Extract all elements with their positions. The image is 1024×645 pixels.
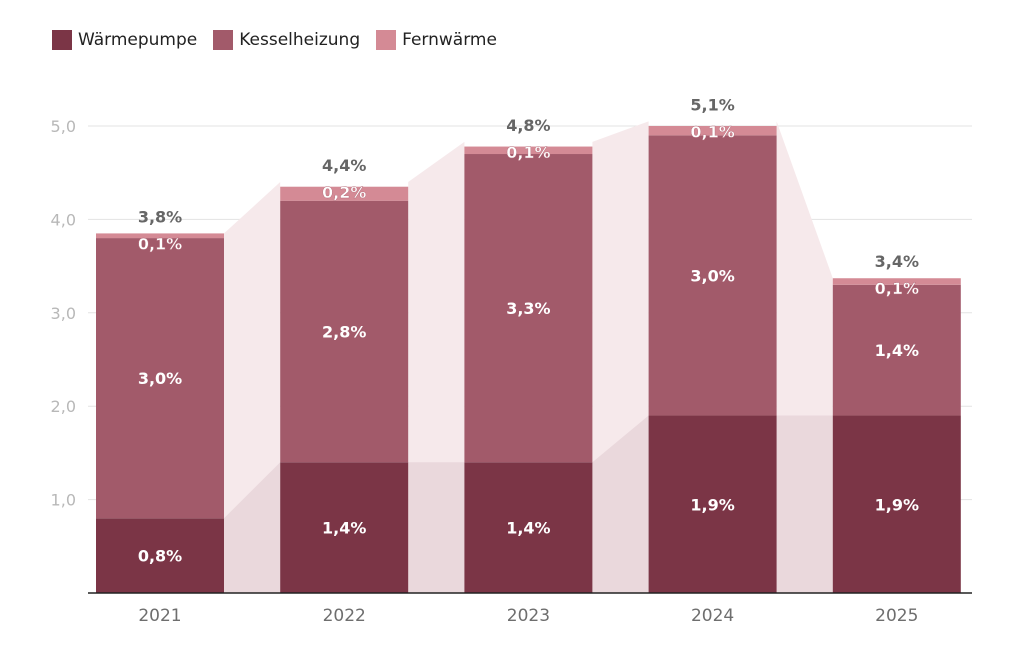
legend-item-waermepumpe: Wärmepumpe — [52, 30, 197, 50]
bar-segment — [96, 233, 224, 239]
y-tick-label: 1,0 — [51, 491, 76, 510]
total-label: 5,1% — [690, 95, 734, 114]
legend-item-kesselheizung: Kesselheizung — [213, 30, 360, 50]
bar-segment — [464, 154, 593, 463]
bar-segment — [280, 186, 409, 201]
x-tick-label: 2022 — [323, 606, 366, 626]
data-label: 0,1% — [138, 234, 182, 253]
bar-segment — [464, 146, 593, 155]
total-label: 3,4% — [875, 252, 919, 271]
y-tick-label: 5,0 — [51, 117, 76, 136]
y-tick-label: 2,0 — [51, 397, 76, 416]
legend-label-kesselheizung: Kesselheizung — [239, 30, 361, 50]
data-label: 3,0% — [138, 369, 182, 388]
connector-band — [592, 415, 649, 593]
x-tick-label: 2023 — [507, 606, 550, 626]
total-label: 3,8% — [138, 207, 182, 226]
legend-item-fernwaerme: Fernwärme — [376, 30, 497, 50]
total-label: 4,4% — [322, 156, 366, 175]
bar-segment — [280, 200, 409, 463]
legend-swatch-kesselheizung — [213, 30, 234, 50]
data-label: 1,9% — [875, 495, 919, 514]
legend-swatch-waermepumpe — [52, 30, 72, 50]
bar-segment — [464, 462, 593, 593]
legend-label-waermepumpe: Wärmepumpe — [78, 30, 198, 50]
bar-segment — [648, 415, 777, 593]
data-label: 0,8% — [138, 547, 182, 566]
data-label: 0,2% — [322, 183, 366, 202]
bar-segment — [832, 278, 961, 285]
bar-segment — [280, 462, 409, 593]
bar-segment — [96, 238, 224, 519]
bar-segment — [832, 415, 961, 593]
bar-segment — [648, 135, 777, 416]
x-tick-label: 2021 — [138, 606, 181, 626]
total-label: 4,8% — [506, 116, 550, 135]
connector-band — [776, 415, 833, 593]
connector-band — [408, 462, 465, 593]
data-label: 3,0% — [690, 266, 734, 285]
x-tick-label: 2025 — [875, 606, 918, 626]
x-tick-label: 2024 — [691, 606, 734, 626]
legend-label-fernwaerme: Fernwärme — [402, 30, 497, 50]
legend: Wärmepumpe Kesselheizung Fernwärme — [52, 30, 497, 50]
data-label: 0,1% — [875, 279, 919, 298]
data-label: 0,1% — [690, 122, 734, 141]
bar-segment — [96, 518, 224, 593]
data-label: 2,8% — [322, 322, 366, 341]
y-tick-label: 4,0 — [51, 210, 76, 229]
data-label: 3,3% — [506, 299, 550, 318]
bar-segment — [648, 126, 777, 136]
data-label: 1,4% — [506, 519, 550, 538]
data-label: 0,1% — [506, 143, 550, 162]
data-label: 1,4% — [322, 519, 366, 538]
bar-segment — [832, 284, 961, 416]
data-label: 1,4% — [875, 341, 919, 360]
connector-band — [224, 462, 281, 593]
y-tick-label: 3,0 — [51, 304, 76, 323]
data-label: 1,9% — [690, 495, 734, 514]
legend-swatch-fernwaerme — [376, 30, 397, 50]
